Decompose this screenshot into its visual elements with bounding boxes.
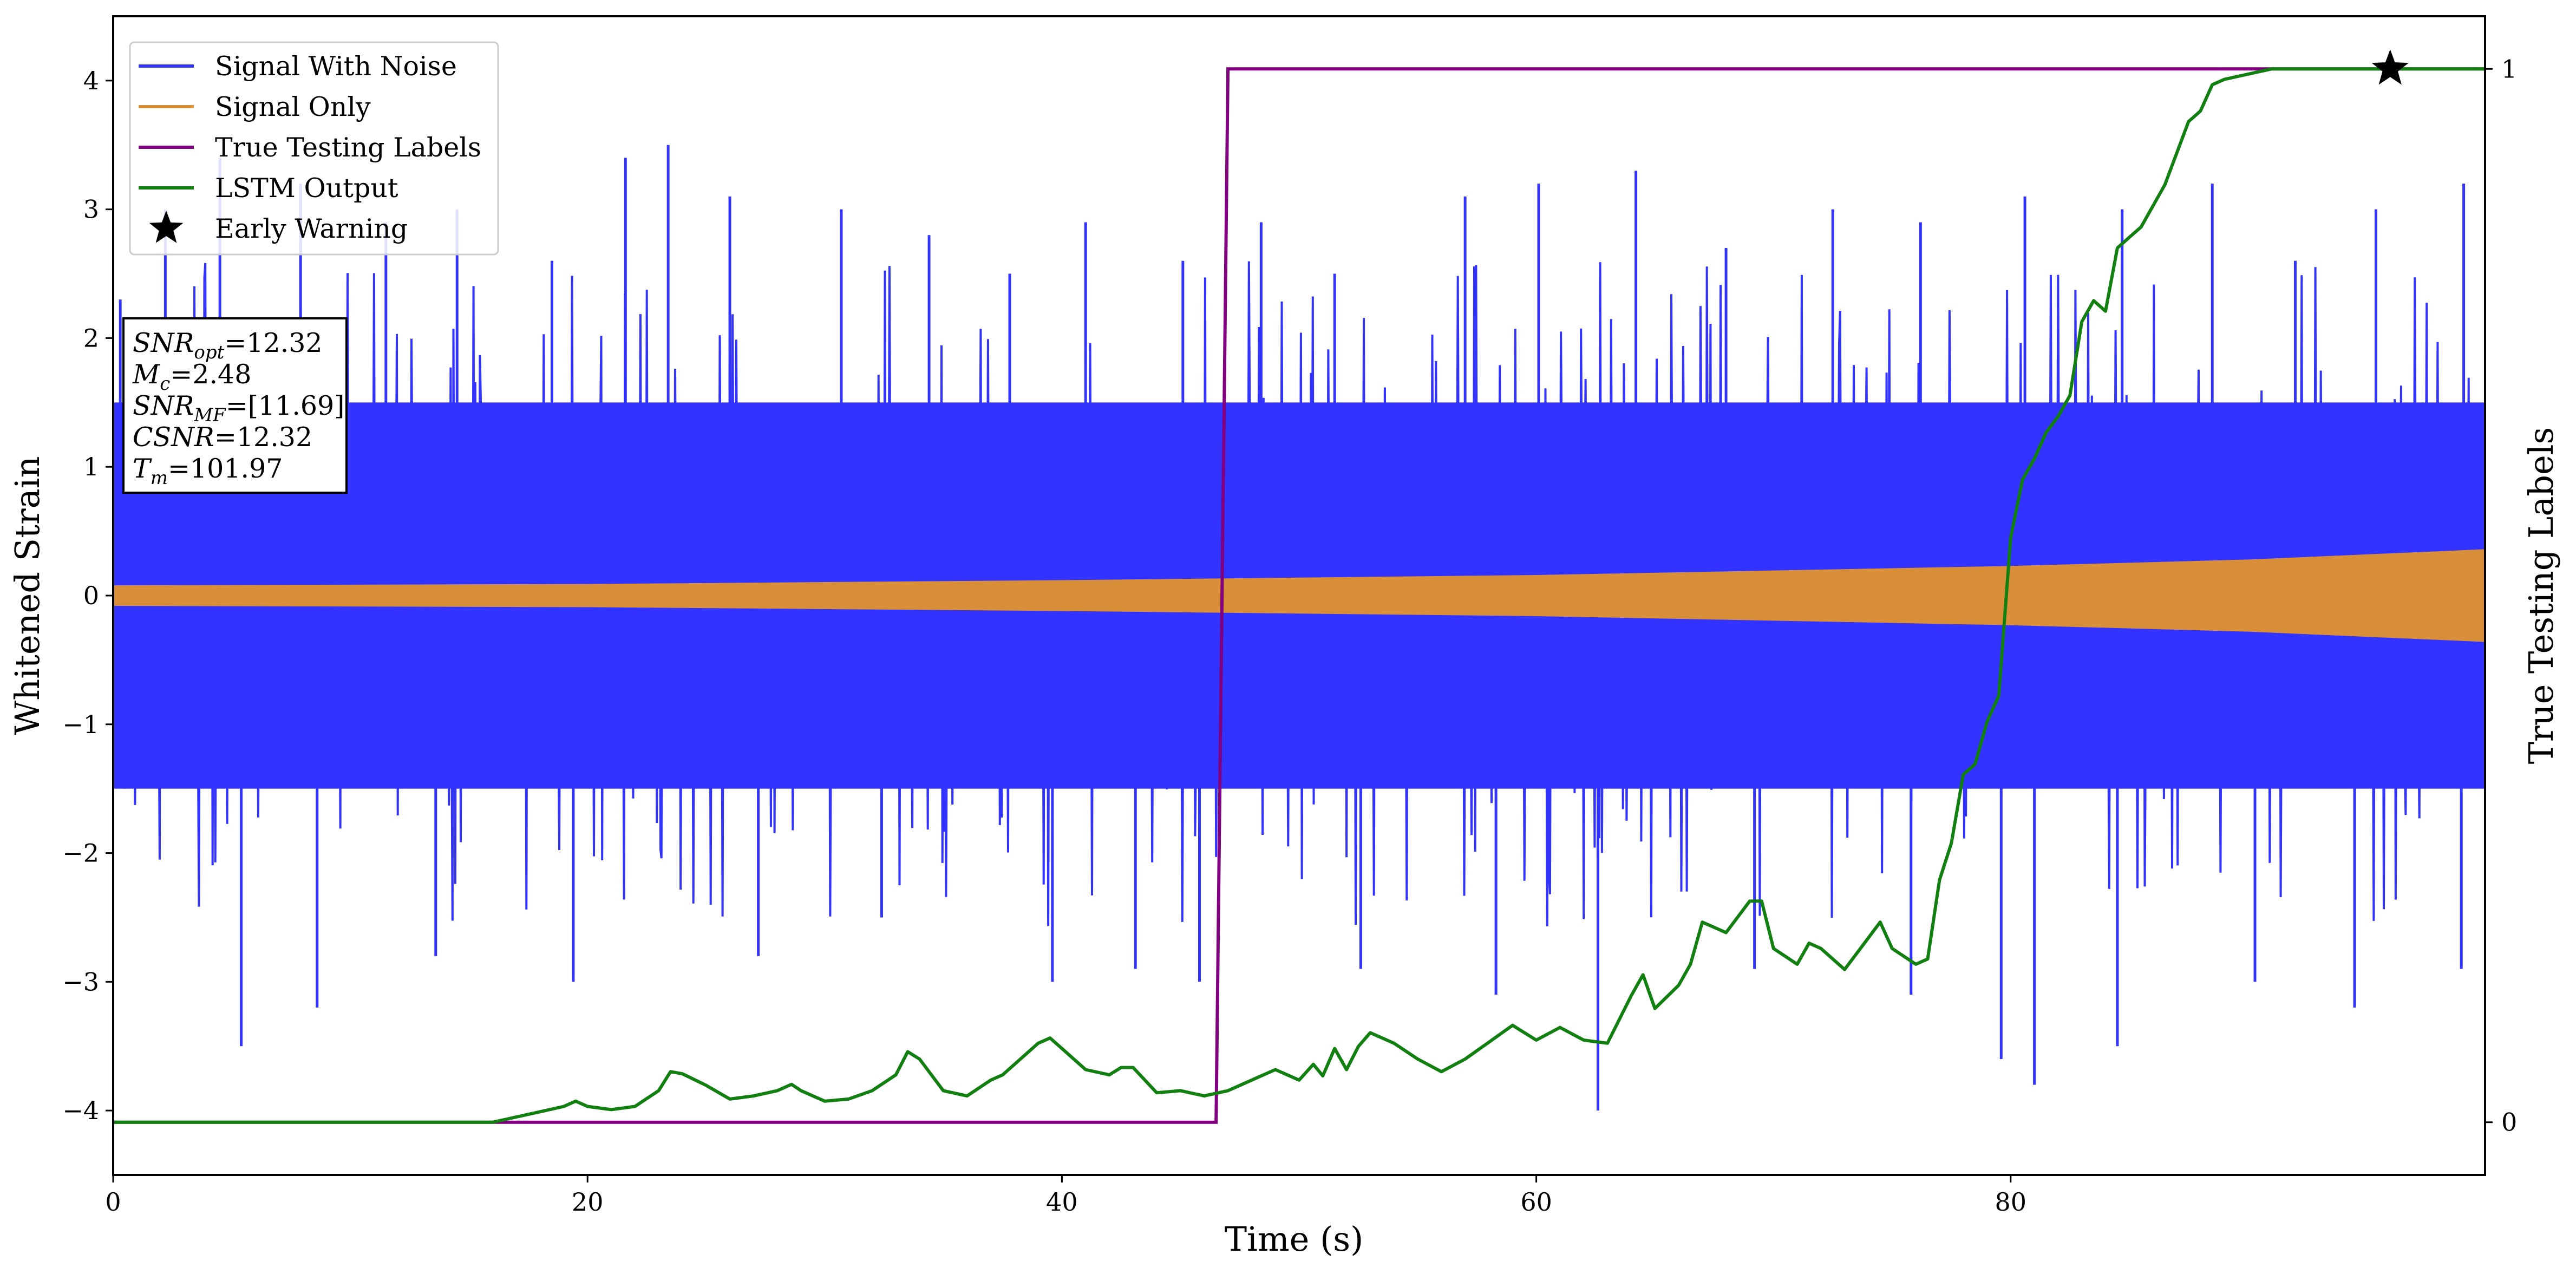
lstm-point-102 (2212, 84, 2213, 85)
lstm-point-6 (587, 1106, 588, 1107)
lstm-point-23 (919, 1059, 920, 1060)
early-warning-marker-0 (2371, 49, 2409, 85)
lstm-point-81 (1963, 774, 1964, 775)
info-box: SNRopt=12.32Mc=2.48SNRMF=[11.69]CSNR=12.… (122, 317, 348, 494)
y-tick-label: −2 (62, 839, 99, 868)
info-line: Tm=101.97 (133, 453, 283, 489)
lstm-point-84 (1998, 695, 1999, 696)
info-line: CSNR=12.32 (133, 422, 312, 453)
y-tick-label: 4 (83, 66, 99, 95)
x-tick-label: 40 (1046, 1187, 1078, 1217)
true-testing-labels-series (113, 67, 2485, 1124)
x-tick-label: 0 (105, 1187, 121, 1217)
info-line: Mc=2.48 (132, 359, 251, 395)
info-line: SNRopt=12.32 (133, 328, 323, 363)
lstm-point-66 (1725, 932, 1727, 933)
y-tick-label: 3 (83, 195, 99, 224)
legend-label: Signal With Noise (215, 51, 457, 82)
legend-label: Signal Only (215, 92, 371, 122)
x-tick-label: 80 (1995, 1187, 2027, 1217)
y2-tick-label: 0 (2501, 1108, 2517, 1137)
x-tick-label: 20 (572, 1187, 604, 1217)
lstm-point-80 (1951, 842, 1952, 844)
early-warning-series (2371, 49, 2409, 85)
lstm-point-104 (2247, 74, 2248, 75)
y-tick-label: 0 (83, 581, 99, 610)
y-tick-label: −3 (62, 967, 99, 996)
lstm-point-69 (1773, 948, 1774, 949)
lstm-point-101 (2200, 110, 2201, 112)
lstm-point-53 (1464, 1059, 1466, 1060)
lstm-point-42 (1275, 1069, 1276, 1070)
y-axis-title: Whitened Strain (8, 456, 47, 735)
info-line: SNRMF=[11.69] (133, 390, 344, 426)
y-tick-label: −4 (62, 1096, 99, 1125)
y-tick-label: −1 (62, 710, 99, 739)
lstm-point-65 (1702, 922, 1703, 923)
legend-label: True Testing Labels (215, 132, 481, 163)
lstm-point-88 (2046, 432, 2047, 433)
lstm-point-7 (611, 1109, 612, 1110)
y-tick-label: 2 (83, 323, 99, 352)
lstm-point-24 (943, 1090, 944, 1091)
lstm-point-82 (1975, 763, 1976, 765)
true-labels-line (113, 67, 2485, 1124)
legend-label: LSTM Output (215, 173, 398, 204)
x-tick-label: 60 (1520, 1187, 1552, 1217)
x-axis-title: Time (s) (1225, 1219, 1364, 1259)
lstm-point-47 (1346, 1069, 1347, 1070)
lstm-point-103 (2224, 79, 2225, 80)
x-axis: 0 20 40 60 80 (105, 1175, 2026, 1217)
lstm-point-100 (2188, 121, 2189, 122)
signal-only-series (113, 549, 2485, 642)
legend-marker-star (149, 211, 184, 243)
lstm-point-22 (907, 1051, 908, 1052)
y-axis: −4 −3 −2 −1 0 1 2 3 4 (62, 66, 113, 1125)
lstm-point-12 (705, 1085, 707, 1086)
y-tick-label: 1 (83, 452, 99, 481)
y2-axis: 01 (2485, 54, 2517, 1137)
lstm-point-38 (1180, 1090, 1181, 1091)
lstm-point-9 (658, 1090, 659, 1091)
lstm-point-48 (1358, 1046, 1359, 1047)
signal-envelope (113, 549, 2485, 642)
y2-axis-title: True Testing Labels (2521, 427, 2561, 765)
legend-label: Early Warning (215, 213, 408, 244)
legend: Signal With Noise Signal Only True Testing… (129, 41, 499, 256)
legend-box (129, 41, 499, 256)
info-box-frame (122, 317, 348, 494)
lstm-point-51 (1417, 1059, 1418, 1060)
lstm-output-series (113, 67, 2486, 1124)
y2-tick-label: 1 (2501, 54, 2517, 83)
